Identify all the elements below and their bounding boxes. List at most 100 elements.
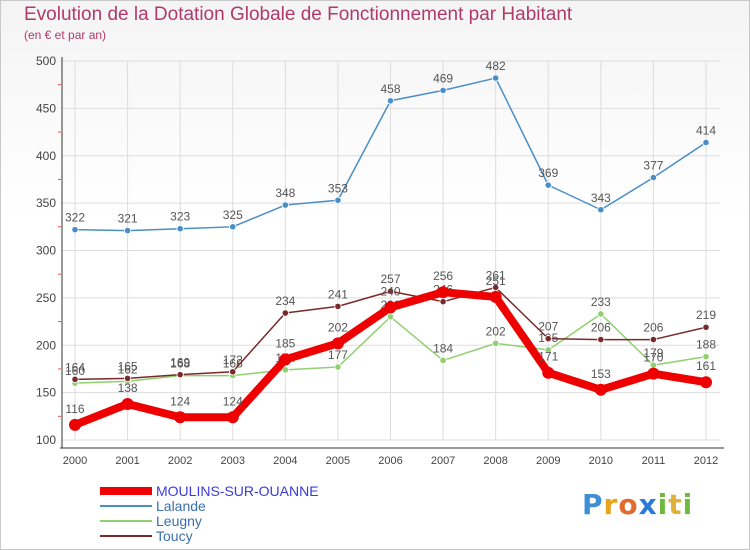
data-point-moulins-sur-ouanne [69,418,81,431]
y-tick-label: 100 [36,433,56,447]
data-point-moulins-sur-ouanne [594,383,607,396]
data-label-lalande: 458 [380,82,400,96]
data-label-leugny: 168 [223,357,243,371]
data-point-lalande [281,201,289,209]
data-label-toucy: 165 [118,359,138,373]
data-point-leugny [334,363,342,371]
data-label-toucy: 206 [643,321,663,335]
data-point-leugny [702,353,710,361]
chart-title: Evolution de la Dotation Globale de Fonc… [24,4,573,25]
data-point-moulins-sur-ouanne [226,411,239,424]
y-tick-label: 500 [36,54,56,68]
data-point-moulins-sur-ouanne [121,397,134,410]
legend-item: Leugny [100,513,420,529]
data-point-toucy [649,335,658,344]
data-point-toucy [492,283,500,292]
data-label-moulins-sur-ouanne: 161 [696,359,716,373]
data-point-toucy [123,374,132,383]
data-point-toucy [334,302,342,311]
x-tick-label: 2010 [589,455,613,467]
data-label-toucy: 172 [223,353,243,367]
x-tick-label: 2001 [115,455,139,467]
data-label-moulins-sur-ouanne: 256 [433,269,453,283]
data-point-toucy [597,335,605,344]
legend-label: Leugny [156,513,202,529]
data-point-lalande [649,173,658,182]
legend-label: Toucy [156,528,193,544]
data-point-leugny [386,313,395,321]
legend-label: Lalande [156,498,206,514]
x-tick-label: 2000 [63,455,87,467]
data-label-moulins-sur-ouanne: 251 [486,274,506,288]
data-label-moulins-sur-ouanne: 240 [380,284,400,298]
proxiti-logo: Proxiti [582,488,694,521]
data-label-toucy: 207 [538,320,558,334]
x-tick-label: 2011 [642,455,666,467]
data-label-moulins-sur-ouanne: 138 [118,381,138,395]
data-point-leugny [281,366,289,374]
data-label-moulins-sur-ouanne: 202 [328,320,348,334]
data-label-toucy: 241 [328,287,348,301]
data-label-lalande: 369 [538,166,558,180]
data-label-lalande: 325 [223,208,243,222]
data-point-lalande [492,74,500,82]
data-label-toucy: 164 [65,360,85,374]
data-point-leugny [544,346,552,354]
y-tick-label: 250 [36,291,56,305]
data-point-lalande [439,86,447,94]
data-label-moulins-sur-ouanne: 124 [170,394,190,408]
data-label-toucy: 234 [275,294,295,308]
data-label-moulins-sur-ouanne: 116 [65,402,84,416]
data-point-leugny [597,310,605,318]
legend-label: MOULINS-SUR-OUANNE [156,483,319,499]
x-tick-label: 2008 [483,455,507,467]
data-label-leugny: 160 [65,364,85,378]
data-label-lalande: 377 [643,159,663,173]
data-point-lalande [229,223,237,231]
legend-swatch [100,487,152,495]
data-label-lalande: 323 [170,210,190,224]
data-label-toucy: 206 [591,321,611,335]
legend-swatch [100,505,152,507]
data-label-lalande: 353 [328,181,348,195]
y-tick-label: 200 [36,338,56,352]
data-label-leugny: 177 [328,348,348,362]
legend-swatch [100,535,152,537]
data-label-leugny: 168 [170,357,190,371]
legend-item: MOULINS-SUR-OUANNE [100,483,420,499]
data-label-toucy: 261 [486,268,506,282]
data-label-moulins-sur-ouanne: 170 [643,351,663,365]
data-label-moulins-sur-ouanne: 153 [591,367,611,381]
data-label-lalande: 348 [275,186,295,200]
data-point-lalande [386,97,395,105]
data-point-toucy [386,287,395,295]
data-label-lalande: 322 [65,211,85,225]
data-point-moulins-sur-ouanne [489,290,502,303]
data-point-toucy [439,298,447,306]
data-label-leugny: 179 [643,346,663,360]
x-tick-label: 2004 [273,455,297,467]
data-point-lalande [702,138,710,147]
data-label-lalande: 414 [696,123,716,137]
data-point-lalande [71,226,79,234]
data-point-lalande [544,181,552,189]
data-label-moulins-sur-ouanne: 171 [538,350,558,364]
data-label-leugny: 188 [696,338,716,352]
legend-item: Toucy [100,528,420,544]
data-point-moulins-sur-ouanne [174,411,187,424]
legend-swatch [100,520,152,522]
x-tick-label: 2009 [536,455,560,467]
data-label-leugny: 233 [591,295,611,309]
data-point-leugny [492,339,500,347]
data-point-lalande [123,227,132,235]
data-point-lalande [597,206,605,214]
data-point-toucy [229,368,237,376]
x-tick-label: 2003 [221,455,245,467]
data-label-toucy: 169 [170,356,190,370]
data-point-moulins-sur-ouanne [384,301,397,314]
data-label-toucy: 257 [380,272,400,286]
data-point-leugny [439,356,447,365]
data-point-moulins-sur-ouanne [331,337,344,350]
data-label-toucy: 219 [696,308,716,322]
